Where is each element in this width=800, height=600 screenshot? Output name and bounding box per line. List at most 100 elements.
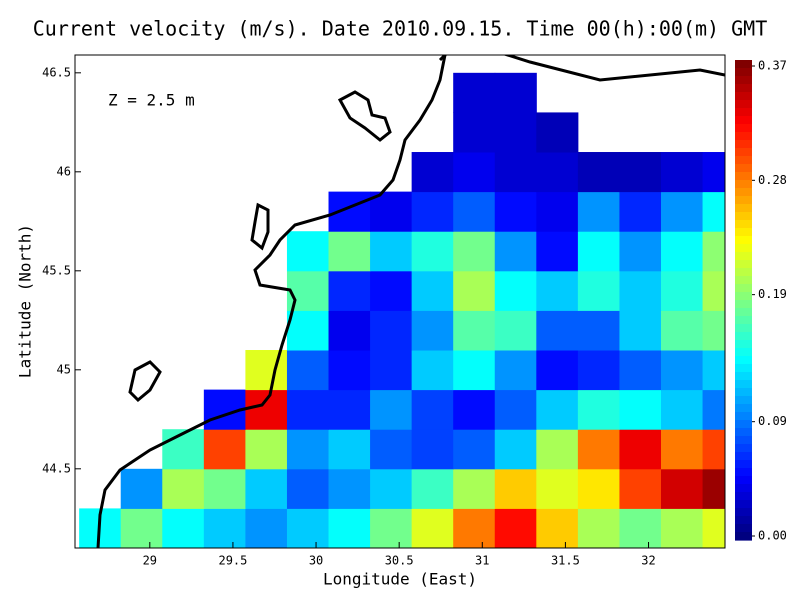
colorbar-segment [735, 476, 752, 485]
cell [577, 389, 620, 430]
colorbar-segment [735, 180, 752, 189]
cell [411, 231, 454, 272]
cell [162, 508, 205, 548]
cell [328, 270, 371, 311]
colorbar-segment [735, 60, 752, 69]
cell [328, 350, 371, 391]
colorbar-segment [735, 388, 752, 397]
cell [536, 508, 579, 548]
cell [286, 350, 330, 391]
cell [203, 508, 246, 548]
colorbar-segment [735, 452, 752, 461]
cell [702, 389, 725, 430]
x-tick-label: 32 [641, 554, 655, 568]
colorbar-segment [735, 268, 752, 277]
colorbar-segment [735, 532, 752, 541]
plot-frame [74, 54, 726, 549]
cell [577, 468, 620, 509]
cell [494, 429, 537, 470]
cell [577, 270, 620, 311]
cell [494, 231, 537, 272]
cell [245, 429, 288, 470]
colorbar-segment [735, 364, 752, 373]
cell [619, 231, 662, 272]
cell [536, 389, 579, 430]
lagoon [250, 202, 270, 251]
cell [411, 191, 454, 232]
cell [245, 508, 288, 548]
colorbar-tick-label: 0.28 [758, 173, 787, 187]
cell [120, 508, 163, 548]
cell [660, 270, 704, 311]
colorbar-segment [735, 460, 752, 469]
cell [536, 112, 579, 153]
cell [203, 468, 246, 509]
colorbar-segment [735, 236, 752, 245]
colorbar-segment [735, 468, 752, 477]
cell [536, 468, 579, 509]
lagoon [337, 90, 392, 142]
coast-line [96, 55, 447, 548]
colorbar-segment [735, 244, 752, 253]
colorbar-segment [735, 508, 752, 517]
x-tick-label: 30.5 [385, 554, 414, 568]
cell [453, 72, 496, 113]
cell [453, 231, 496, 272]
cell [286, 429, 330, 470]
cell [328, 429, 371, 470]
velocity-field [79, 72, 725, 548]
colorbar-segment [735, 156, 752, 165]
colorbar-segment [735, 372, 752, 381]
colorbar-segment [735, 332, 752, 341]
cell [286, 468, 330, 509]
colorbar-segment [735, 124, 752, 133]
cell [494, 350, 537, 391]
colorbar-segment [735, 164, 752, 173]
cell [286, 310, 330, 351]
cell [619, 270, 662, 311]
cell [245, 389, 288, 430]
chart-title: Current velocity (m/s). Date 2010.09.15.… [33, 17, 768, 41]
cell [536, 231, 579, 272]
cell [328, 231, 371, 272]
cell [660, 350, 704, 391]
cell [411, 429, 454, 470]
cell [286, 508, 330, 548]
x-tick-label: 31 [475, 554, 489, 568]
cell [370, 468, 413, 509]
cell [577, 508, 620, 548]
x-axis-label: Longitude (East) [323, 570, 477, 589]
colorbar-segment [735, 300, 752, 309]
cell [370, 350, 413, 391]
cell [660, 191, 704, 232]
cell [453, 468, 496, 509]
x-tick-label: 30 [309, 554, 323, 568]
cell [619, 191, 662, 232]
colorbar-segment [735, 172, 752, 181]
colorbar-segment [735, 420, 752, 429]
cell [536, 152, 579, 193]
colorbar-segment [735, 516, 752, 525]
cell [702, 191, 725, 232]
cell [536, 270, 579, 311]
y-tick-label: 45 [57, 362, 71, 376]
colorbar-segment [735, 492, 752, 501]
cell [370, 389, 413, 430]
coastline [96, 55, 725, 548]
colorbar-segment [735, 100, 752, 109]
colorbar-segment [735, 380, 752, 389]
colorbar-segment [735, 396, 752, 405]
colorbar-segment [735, 260, 752, 269]
x-tick-label: 31.5 [551, 554, 580, 568]
cell [577, 350, 620, 391]
colorbar-segment [735, 436, 752, 445]
cell [619, 468, 662, 509]
cell [286, 389, 330, 430]
cell [370, 270, 413, 311]
colorbar-segment [735, 220, 752, 229]
colorbar-segment [735, 404, 752, 413]
colorbar-segment [735, 308, 752, 317]
cell [286, 231, 330, 272]
cell [453, 191, 496, 232]
y-tick-label: 46 [57, 164, 71, 178]
